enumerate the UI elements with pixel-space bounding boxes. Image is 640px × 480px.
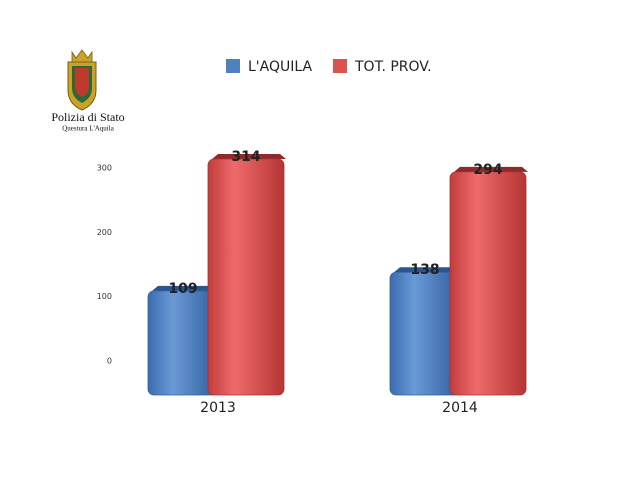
value-label: 138 bbox=[410, 262, 439, 278]
x-tick-label: 2014 bbox=[442, 400, 478, 416]
logo-subtitle: Questura L'Aquila bbox=[62, 125, 115, 133]
y-tick-label: 100 bbox=[97, 292, 112, 301]
bar-top bbox=[454, 166, 528, 172]
bar bbox=[449, 171, 527, 396]
bar bbox=[389, 271, 461, 396]
legend-label: TOT. PROV. bbox=[354, 59, 432, 75]
value-label: 314 bbox=[231, 149, 260, 165]
logo-title: Polizia di Stato bbox=[51, 110, 124, 124]
bar bbox=[207, 158, 285, 396]
logo: Polizia di Stato Questura L'Aquila bbox=[51, 49, 125, 133]
y-tick-label: 200 bbox=[97, 228, 112, 237]
legend-swatch bbox=[333, 59, 347, 73]
y-tick-label: 0 bbox=[107, 357, 112, 366]
bar bbox=[147, 290, 219, 396]
legend-label: L'AQUILA bbox=[248, 59, 312, 75]
value-label: 294 bbox=[473, 162, 502, 178]
x-tick-label: 2013 bbox=[200, 400, 236, 416]
legend-swatch bbox=[226, 59, 240, 73]
bar-top bbox=[152, 285, 220, 291]
bar-top bbox=[212, 153, 286, 159]
value-label: 109 bbox=[168, 281, 197, 297]
y-tick-label: 300 bbox=[97, 164, 112, 173]
bar-top bbox=[394, 267, 462, 273]
